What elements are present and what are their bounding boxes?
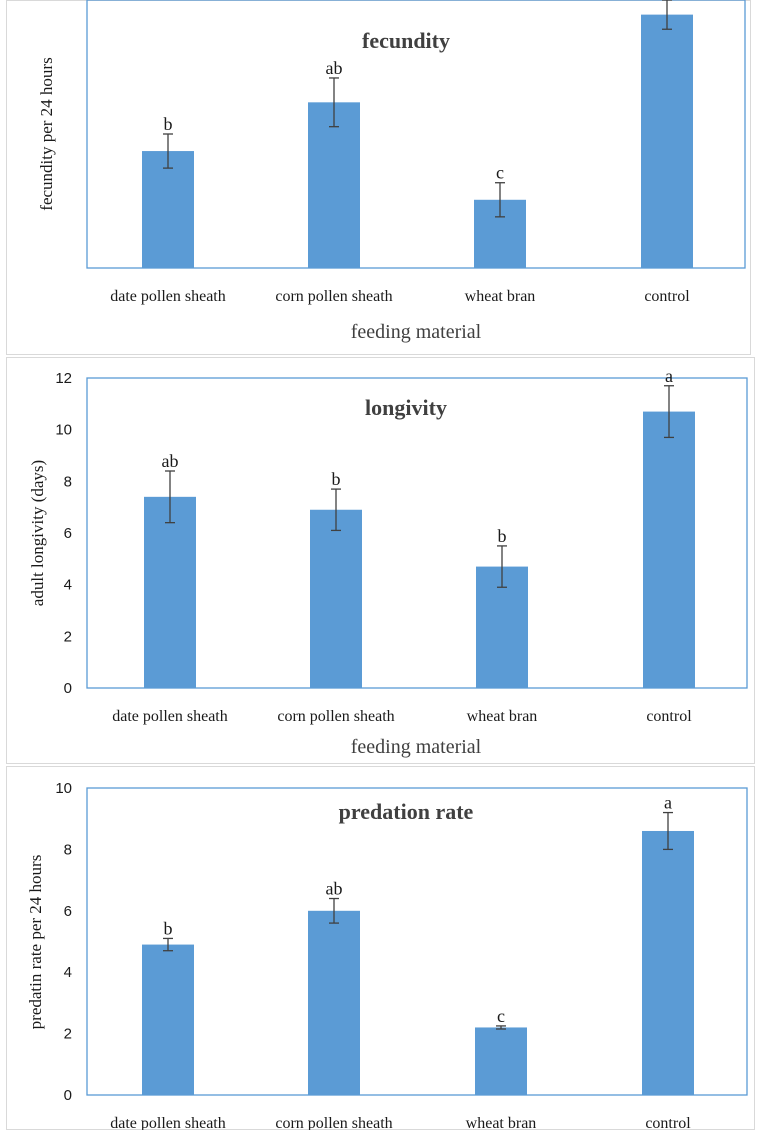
chart-predation-rate: predation rate 0 2 4 6 8 10 predatin rate per 2… — [0, 766, 762, 1130]
fecundity-category-label: wheat bran — [465, 288, 536, 305]
fecundity-significance-letter: b — [164, 114, 173, 134]
predation-rate-y-tick-label: 8 — [64, 841, 72, 858]
fecundity-category-label: date pollen sheath — [110, 288, 226, 305]
longivity-x-axis-label: feeding material — [351, 736, 482, 758]
longivity-chart-title: longivity — [365, 395, 447, 420]
longivity-category-label: corn pollen sheath — [277, 708, 394, 725]
chart-fecundity-svg: fecundity fecundity per 24 hours b date pol… — [6, 0, 751, 355]
fecundity-bar — [142, 151, 194, 268]
chart-longivity: longivity 0 2 4 6 8 10 12 adult longivity (days)… — [0, 357, 762, 764]
predation-rate-plot-area — [86, 787, 748, 1096]
predation-rate-significance-letter: a — [664, 793, 672, 813]
predation-rate-y-axis-label: predatin rate per 24 hours — [26, 855, 45, 1030]
longivity-category-label: wheat bran — [467, 708, 538, 725]
chart-fecundity: fecundity fecundity per 24 hours b date pol… — [0, 0, 762, 355]
fecundity-y-axis-label: fecundity per 24 hours — [37, 57, 56, 210]
longivity-y-tick-label: 4 — [64, 577, 72, 594]
predation-rate-significance-letter: b — [164, 918, 173, 938]
fecundity-chart-title: fecundity — [362, 28, 450, 53]
predation-rate-chart-title: predation rate — [339, 799, 474, 824]
longivity-significance-letter: b — [498, 526, 507, 546]
predation-rate-y-tick-label: 6 — [64, 903, 72, 920]
longivity-y-tick-label: 6 — [64, 525, 72, 542]
fecundity-category-label: control — [644, 288, 690, 305]
predation-rate-y-tick-label: 0 — [64, 1087, 72, 1104]
longivity-y-tick-label: 0 — [64, 680, 72, 697]
fecundity-significance-letter: c — [496, 163, 504, 183]
fecundity-x-axis-label: feeding material — [351, 321, 482, 343]
predation-rate-category-label: wheat bran — [466, 1115, 537, 1130]
longivity-y-tick-label: 8 — [64, 473, 72, 490]
predation-rate-significance-letter: ab — [326, 879, 343, 899]
longivity-y-tick-label: 12 — [55, 370, 72, 387]
fecundity-plot-area — [86, 0, 746, 269]
predation-rate-y-tick-label: 10 — [55, 780, 72, 797]
longivity-y-tick-label: 2 — [64, 628, 72, 645]
longivity-bar — [144, 496, 196, 688]
longivity-plot-area — [86, 377, 748, 689]
predation-rate-bar — [308, 910, 360, 1095]
longivity-bar — [643, 411, 695, 688]
longivity-category-label: control — [646, 708, 692, 725]
fecundity-category-label: corn pollen sheath — [275, 288, 392, 305]
predation-rate-bar — [142, 944, 194, 1095]
longivity-y-tick-label: 10 — [55, 422, 72, 439]
predation-rate-y-tick-label: 2 — [64, 1026, 72, 1043]
predation-rate-bar — [642, 830, 694, 1095]
predation-rate-bar — [475, 1027, 527, 1095]
predation-rate-category-label: control — [645, 1115, 691, 1130]
longivity-significance-letter: ab — [162, 451, 179, 471]
predation-rate-category-label: corn pollen sheath — [275, 1115, 392, 1130]
longivity-significance-letter: a — [665, 366, 673, 386]
longivity-bar — [310, 509, 362, 688]
predation-rate-y-tick-label: 4 — [64, 964, 72, 981]
fecundity-bar — [641, 14, 693, 269]
chart-longivity-svg: longivity 0 2 4 6 8 10 12 adult longivity (days)… — [6, 357, 755, 764]
longivity-y-axis-label: adult longivity (days) — [28, 460, 47, 606]
longivity-significance-letter: b — [332, 469, 341, 489]
fecundity-bar — [308, 102, 360, 268]
fecundity-significance-letter: ab — [326, 58, 343, 78]
predation-rate-category-label: date pollen sheath — [110, 1115, 226, 1130]
chart-predation-rate-svg: predation rate 0 2 4 6 8 10 predatin rate per 2… — [6, 766, 755, 1130]
predation-rate-significance-letter: c — [497, 1006, 505, 1026]
longivity-chart-frame — [6, 357, 755, 764]
longivity-category-label: date pollen sheath — [112, 708, 228, 725]
